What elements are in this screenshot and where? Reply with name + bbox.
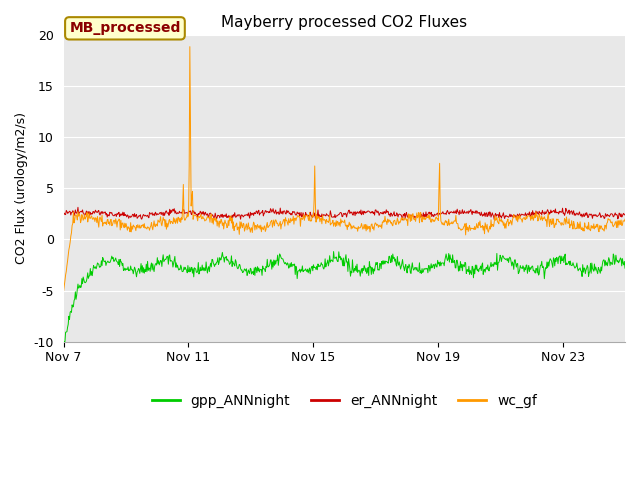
- Y-axis label: CO2 Flux (urology/m2/s): CO2 Flux (urology/m2/s): [15, 112, 28, 264]
- Legend: gpp_ANNnight, er_ANNnight, wc_gf: gpp_ANNnight, er_ANNnight, wc_gf: [146, 388, 543, 414]
- Text: MB_processed: MB_processed: [69, 21, 180, 36]
- Title: Mayberry processed CO2 Fluxes: Mayberry processed CO2 Fluxes: [221, 15, 467, 30]
